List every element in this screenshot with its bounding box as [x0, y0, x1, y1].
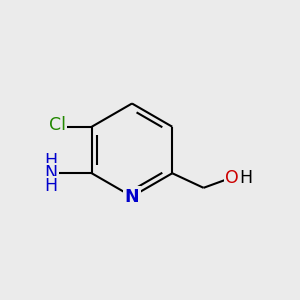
Text: H: H: [45, 152, 58, 170]
Text: Cl: Cl: [49, 116, 66, 134]
Text: N: N: [45, 164, 58, 182]
Text: N: N: [125, 188, 139, 206]
Text: H: H: [239, 169, 253, 187]
Text: H: H: [45, 177, 58, 195]
Text: O: O: [225, 169, 239, 187]
